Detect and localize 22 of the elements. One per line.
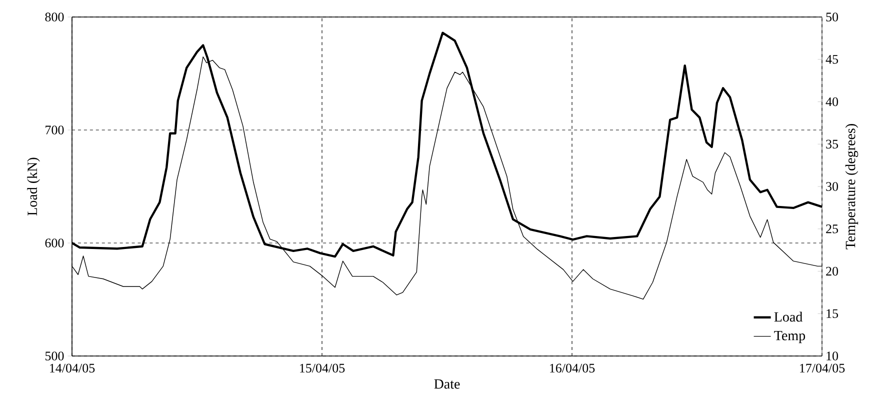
- x-tick-label: 17/04/05: [800, 364, 845, 373]
- y-axis-title: Load (kN): [27, 158, 40, 216]
- y-tick-label: 700: [46, 126, 64, 134]
- y2-tick-label: 45: [826, 55, 838, 64]
- x-axis-title: Date: [434, 379, 460, 389]
- y2-tick-label: 10: [826, 352, 838, 360]
- x-tick-label: 16/04/05: [550, 364, 595, 373]
- y2-axis-title: Temperature (degrees): [845, 124, 858, 250]
- y2-tick-label: 20: [826, 266, 838, 276]
- x-tick-label: 15/04/05: [300, 364, 345, 373]
- y-tick-label: 600: [45, 238, 64, 248]
- y2-tick-label: 25: [826, 224, 838, 234]
- y2-tick-label: 50: [826, 12, 838, 22]
- y2-tick-label: 15: [826, 309, 838, 318]
- legend-label: Temp: [774, 330, 806, 344]
- y2-tick-label: 40: [826, 97, 838, 106]
- y-tick-label: 800: [45, 12, 64, 22]
- legend-label: Load: [774, 312, 802, 322]
- y2-tick-label: 35: [826, 140, 838, 148]
- y2-tick-label: 30: [826, 182, 838, 191]
- x-tick-label: 14/04/05: [50, 364, 95, 373]
- y-tick-label: 500: [45, 352, 64, 360]
